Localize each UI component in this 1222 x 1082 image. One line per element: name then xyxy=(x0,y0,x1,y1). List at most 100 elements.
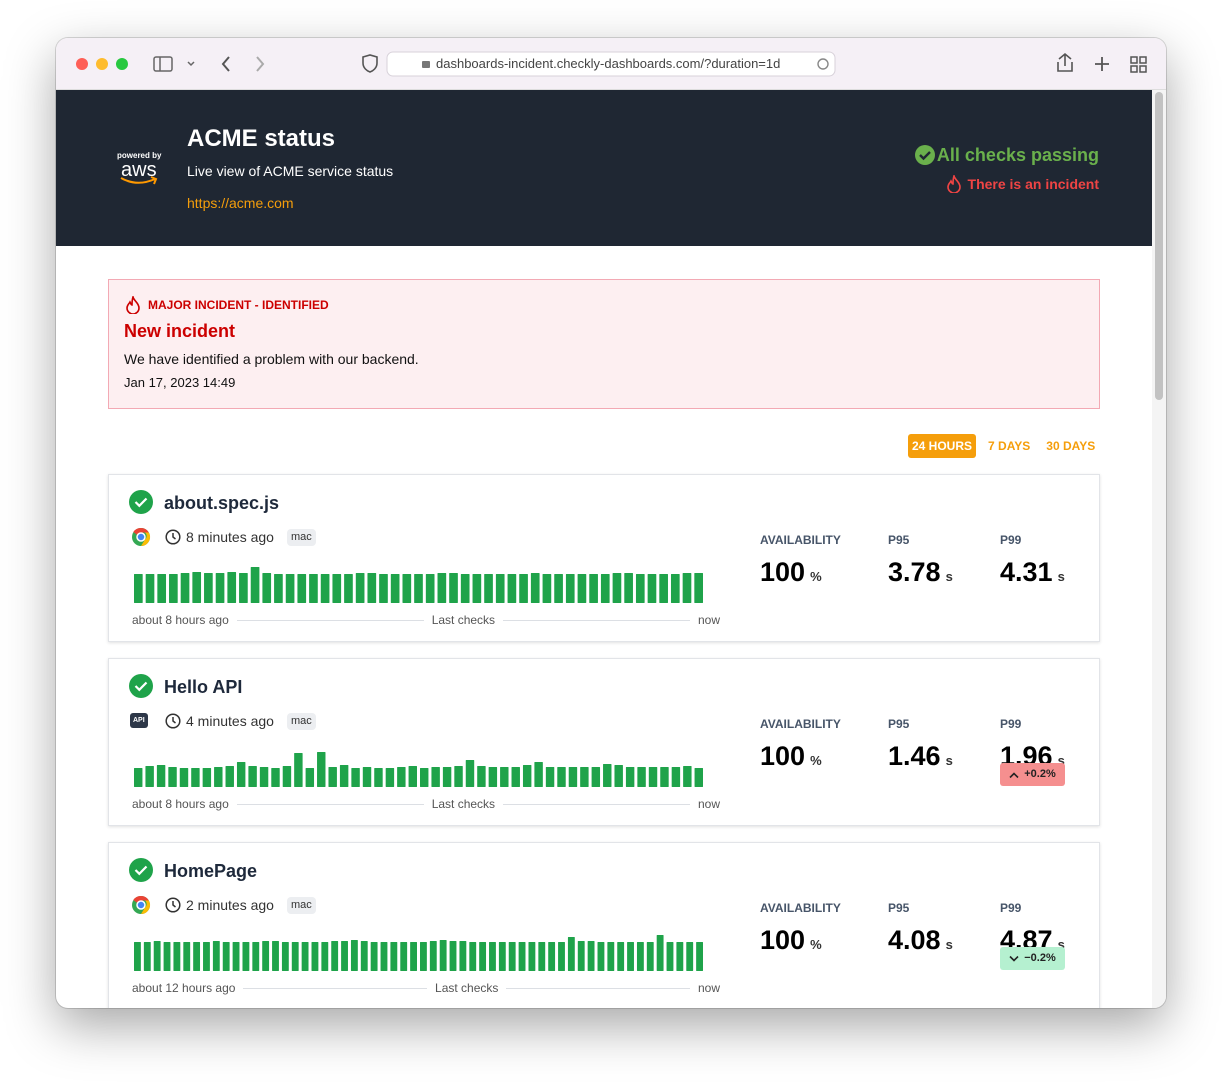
result-bar xyxy=(627,942,634,971)
stat-value: 100 xyxy=(760,557,805,587)
result-bar xyxy=(391,574,400,603)
result-bar xyxy=(168,767,176,787)
tabs-overview[interactable] xyxy=(1131,57,1146,72)
result-bar xyxy=(607,942,614,971)
trend-arrow xyxy=(1009,955,1019,963)
duration-tab[interactable]: 7 DAYS xyxy=(984,434,1034,458)
check-card[interactable]: about.spec.js8 minutes agomacabout 8 hou… xyxy=(108,474,1100,642)
result-bar xyxy=(636,574,645,603)
result-bar xyxy=(374,768,382,787)
flame-icon xyxy=(125,296,141,314)
site-link[interactable]: https://acme.com xyxy=(187,196,294,210)
header: powered by aws ACME status Live view of … xyxy=(56,90,1152,246)
incident-note[interactable]: There is an incident xyxy=(968,177,1099,191)
result-bar xyxy=(440,940,447,971)
result-bar xyxy=(496,574,505,603)
result-bar xyxy=(461,574,470,603)
shield[interactable] xyxy=(363,55,377,72)
result-bar xyxy=(297,574,306,603)
result-bar xyxy=(589,574,598,603)
back[interactable] xyxy=(223,57,229,71)
result-bar xyxy=(144,942,151,971)
subtitle: Live view of ACME service status xyxy=(187,164,393,178)
result-bar xyxy=(603,764,611,787)
stat-label: P99 xyxy=(1000,534,1021,546)
result-bar xyxy=(637,942,644,971)
result-bar xyxy=(402,574,411,603)
timeline-label: about 12 hours ago xyxy=(132,981,235,995)
result-bar xyxy=(216,573,225,603)
result-bar xyxy=(146,574,155,603)
result-bar xyxy=(477,766,485,787)
result-bar xyxy=(134,574,143,603)
zoom[interactable] xyxy=(116,58,128,70)
result-bar xyxy=(381,942,388,971)
result-bar xyxy=(686,942,693,971)
result-bar xyxy=(260,767,268,787)
result-bar xyxy=(282,942,289,971)
duration-tab[interactable]: 30 DAYS xyxy=(1042,434,1099,458)
result-bar xyxy=(695,768,703,787)
check-card[interactable]: Hello APIAPI4 minutes agomacabout 8 hour… xyxy=(108,658,1100,826)
result-bar xyxy=(430,941,437,971)
result-bar xyxy=(528,942,535,971)
check-status-icon xyxy=(129,674,153,698)
result-bar xyxy=(181,573,190,603)
check-bars xyxy=(133,737,713,787)
new-tab[interactable] xyxy=(1095,57,1109,71)
result-bar xyxy=(193,942,200,971)
stat-label: P95 xyxy=(888,718,909,730)
result-bar xyxy=(283,766,291,787)
delta-badge: −0.2% xyxy=(1000,947,1065,970)
timeline-rule xyxy=(503,804,690,805)
duration-tab[interactable]: 24 HOURS xyxy=(908,434,976,458)
stat-unit: % xyxy=(810,937,822,952)
stat-value: 4.31 xyxy=(1000,557,1053,587)
result-bar xyxy=(512,767,520,787)
result-bar xyxy=(274,574,283,603)
result-bar xyxy=(248,766,256,787)
hands xyxy=(173,533,176,539)
result-bar xyxy=(340,765,348,787)
result-bar xyxy=(379,574,388,603)
result-bar xyxy=(237,762,245,787)
timeline-label: now xyxy=(698,613,720,627)
result-bar xyxy=(672,767,680,787)
result-bar xyxy=(154,941,161,971)
stat-label: P95 xyxy=(888,534,909,546)
result-bar xyxy=(226,766,234,787)
scrollbar[interactable] xyxy=(1152,90,1166,1008)
timeline: about 8 hours agoLast checksnow xyxy=(132,797,720,811)
chevron xyxy=(1010,956,1018,960)
chrome-icon xyxy=(131,895,151,915)
trend-arrow xyxy=(1009,771,1019,779)
result-bar xyxy=(558,942,565,971)
stat-value: 4.08 xyxy=(888,925,941,955)
result-bar xyxy=(473,574,482,603)
incident-description: We have identified a problem with our ba… xyxy=(124,352,419,366)
result-bar xyxy=(371,942,378,971)
result-bar xyxy=(548,942,555,971)
delta-badge: +0.2% xyxy=(1000,763,1065,786)
minimize[interactable] xyxy=(96,58,108,70)
share[interactable] xyxy=(1058,54,1072,71)
sidebar-button[interactable] xyxy=(154,57,172,71)
result-bar xyxy=(157,765,165,787)
duration-tabs: 24 HOURS 7 DAYS 30 DAYS xyxy=(908,434,1107,458)
result-bar xyxy=(321,574,330,603)
result-bar xyxy=(426,574,435,603)
result-bar xyxy=(169,574,178,603)
title: ACME status xyxy=(187,127,335,151)
check-card[interactable]: HomePage2 minutes agomacabout 12 hours a… xyxy=(108,842,1100,1008)
result-bar xyxy=(624,573,633,603)
close[interactable] xyxy=(76,58,88,70)
check-time: 8 minutes ago xyxy=(186,530,274,544)
result-bar xyxy=(164,942,171,971)
result-bar xyxy=(292,942,299,971)
forward[interactable] xyxy=(257,57,263,71)
result-bar xyxy=(203,768,211,787)
stat-value: 3.78 xyxy=(888,557,941,587)
stat-label: AVAILABILITY xyxy=(760,534,841,546)
stat-row: 4.08s xyxy=(888,927,953,954)
